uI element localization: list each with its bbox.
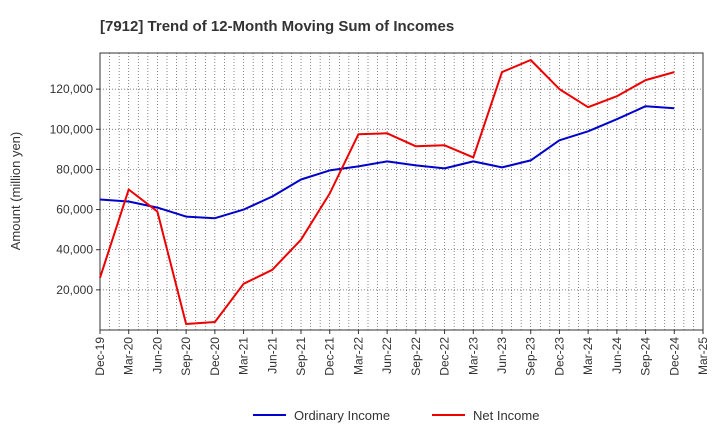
legend-label-ordinary-income: Ordinary Income bbox=[294, 408, 390, 423]
x-tick-label: Sep-24 bbox=[639, 337, 653, 376]
series-line-net-income bbox=[99, 59, 675, 325]
x-tick-label: Jun-24 bbox=[610, 337, 624, 374]
x-tick-label: Sep-23 bbox=[524, 337, 538, 376]
x-tick-label: Dec-23 bbox=[552, 337, 566, 376]
x-tick-label: Mar-20 bbox=[122, 337, 136, 375]
plot-area bbox=[99, 52, 704, 331]
y-tick-label: 20,000 bbox=[56, 283, 93, 297]
x-tick-label: Jun-20 bbox=[150, 337, 164, 374]
x-tick-label: Mar-24 bbox=[581, 337, 595, 375]
y-tick-label: 120,000 bbox=[50, 82, 94, 96]
x-tick-label: Dec-24 bbox=[667, 337, 681, 376]
x-tick-label: Mar-25 bbox=[696, 337, 710, 375]
y-axis: 20,000 40,000 60,000 80,000 100,000 120,000 bbox=[50, 82, 100, 297]
x-axis: Dec-19 Mar-20 Jun-20 Sep-20 Dec-20 Mar-21 Jun-… bbox=[93, 330, 710, 376]
y-tick-label: 40,000 bbox=[56, 243, 93, 257]
grid bbox=[100, 53, 703, 330]
x-tick-label: Mar-21 bbox=[237, 337, 251, 375]
x-tick-label: Dec-22 bbox=[438, 337, 452, 376]
x-tick-label: Sep-22 bbox=[409, 337, 423, 376]
y-axis-label: Amount (million yen) bbox=[8, 132, 23, 251]
x-tick-label: Sep-20 bbox=[179, 337, 193, 376]
x-tick-label: Dec-21 bbox=[323, 337, 337, 376]
x-tick-label: Mar-22 bbox=[351, 337, 365, 375]
x-tick-label: Jun-22 bbox=[380, 337, 394, 374]
y-tick-label: 80,000 bbox=[56, 162, 93, 176]
x-tick-label: Mar-23 bbox=[466, 337, 480, 375]
chart-title: [7912] Trend of 12-Month Moving Sum of I… bbox=[100, 18, 454, 35]
x-tick-label: Jun-23 bbox=[495, 337, 509, 374]
legend-label-net-income: Net Income bbox=[473, 408, 539, 423]
x-tick-label: Jun-21 bbox=[265, 337, 279, 374]
x-tick-label: Dec-19 bbox=[93, 337, 107, 376]
x-tick-label: Dec-20 bbox=[208, 337, 222, 376]
series-lines bbox=[99, 59, 675, 325]
legend: Ordinary Income Net Income bbox=[253, 408, 539, 423]
series-line-ordinary-income bbox=[99, 105, 675, 220]
x-tick-label: Sep-21 bbox=[294, 337, 308, 376]
y-tick-label: 60,000 bbox=[56, 203, 93, 217]
y-tick-label: 100,000 bbox=[50, 122, 94, 136]
